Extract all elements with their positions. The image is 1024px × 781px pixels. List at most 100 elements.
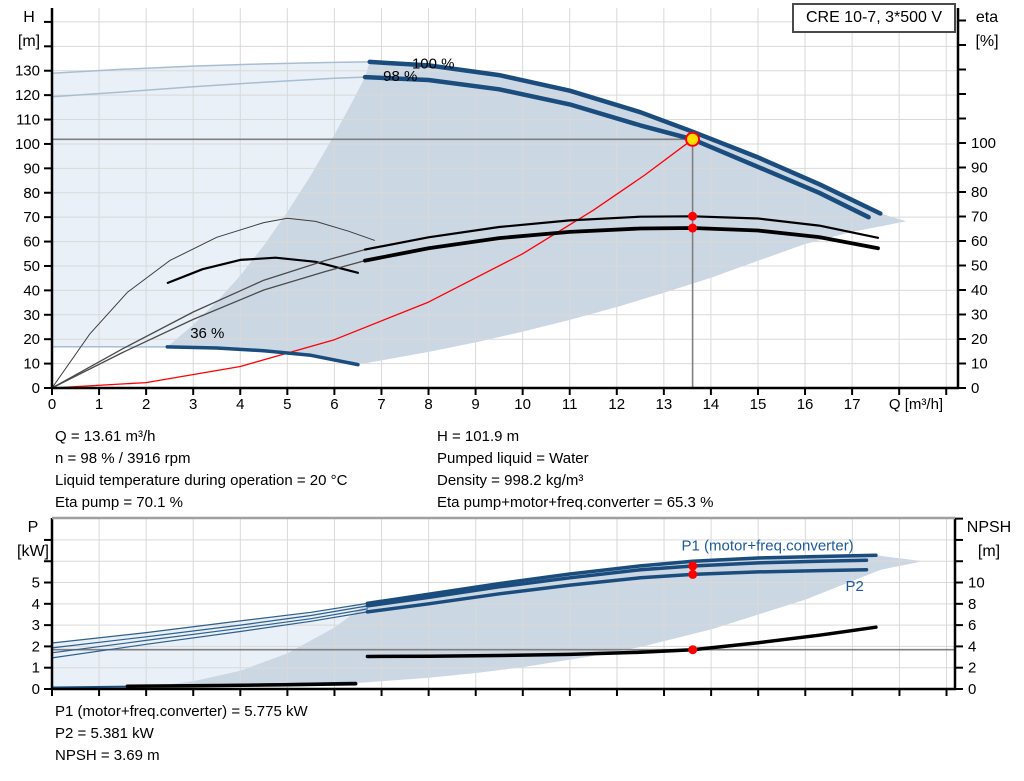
y-left-axis-unit: [m]	[18, 33, 40, 50]
tick-label: 40	[971, 282, 988, 299]
speed-100-curve-low	[51, 61, 371, 74]
info-line: P2 = 5.381 kW	[55, 725, 154, 742]
eta-pump-curve	[363, 215, 880, 251]
tick-label: 120	[15, 87, 40, 104]
tick-label: 2	[968, 660, 976, 677]
y-left-axis-unit: [kW]	[17, 543, 49, 560]
system-curve	[51, 138, 694, 389]
info-line: Pumped liquid = Water	[437, 450, 589, 467]
npsh-point	[688, 645, 698, 655]
tick-label: 10	[968, 575, 985, 592]
p1-point	[688, 561, 698, 571]
info-line: P1 (motor+freq.converter) = 5.775 kW	[55, 703, 308, 720]
tick-label: 0	[971, 380, 979, 397]
curve-label: 100 %	[412, 55, 455, 72]
tick-label: 14	[703, 396, 720, 413]
info-line: Q = 13.61 m³/h	[55, 428, 156, 445]
tick-label: 4	[32, 596, 40, 613]
pump-title-box: CRE 10-7, 3*500 V	[792, 3, 956, 33]
eta-pump-point	[688, 211, 698, 221]
tick-label: 5	[32, 575, 40, 592]
y-right-axis-unit: [%]	[975, 33, 998, 50]
tick-label: 0	[32, 681, 40, 698]
tick-label: 60	[23, 234, 40, 251]
power-npsh-chart: P1 (motor+freq.converter) P2 0 1 2 3 4 5 0 2 4 6 8 10…	[17, 516, 1011, 698]
tick-label: 1	[95, 396, 103, 413]
y-left-axis-title: P	[28, 519, 39, 536]
tick-label: 50	[971, 257, 988, 274]
tick-label: 80	[971, 184, 988, 201]
curve-label: P2	[846, 578, 864, 595]
tick-label: 70	[23, 209, 40, 226]
info-line: NPSH = 3.69 m	[55, 747, 160, 764]
tick-label: 80	[23, 185, 40, 202]
speed-98-curve-low	[51, 76, 366, 98]
tick-label: 0	[32, 380, 40, 397]
tick-label: 40	[23, 282, 40, 299]
tick-label: 70	[971, 208, 988, 225]
speed-100-curve	[367, 59, 883, 216]
p1-fan-3	[51, 608, 368, 654]
info-line: H = 101.9 m	[437, 428, 520, 445]
tick-label: 30	[23, 307, 40, 324]
npsh-36-curve	[125, 681, 358, 689]
info-line: Eta pump+motor+freq.converter = 65.3 %	[437, 494, 714, 511]
x-axis-label: Q [m³/h]	[889, 396, 943, 413]
tick-label: 1	[32, 660, 40, 677]
tick-label: 6	[330, 396, 338, 413]
p1-100-curve	[365, 553, 878, 606]
tick-label: 4	[968, 638, 976, 655]
tick-label: 90	[971, 159, 988, 176]
operating-range-fill	[167, 61, 907, 365]
tick-label: 130	[15, 63, 40, 80]
tick-label: 8	[968, 596, 976, 613]
tick-label: 50	[23, 258, 40, 275]
eta-partload-b	[51, 259, 366, 389]
tick-label: 9	[471, 396, 479, 413]
tick-label: 0	[968, 681, 976, 698]
y-right-axis-unit: [m]	[978, 543, 1000, 560]
power-info: P1 (motor+freq.converter) = 5.775 kW P2 =…	[55, 701, 308, 767]
duty-info-right: H = 101.9 m Pumped liquid = Water Density …	[437, 426, 713, 514]
p1-fan-4	[51, 611, 368, 659]
operating-point[interactable]	[685, 131, 701, 147]
p2-point	[688, 569, 698, 579]
y-right-axis-title: eta	[976, 9, 998, 26]
curve-label: 98 %	[383, 68, 417, 85]
speed-98-curve	[362, 74, 871, 220]
power-operating-range-fill	[165, 555, 923, 685]
tick-label: 10	[23, 356, 40, 373]
tick-label: 15	[750, 396, 767, 413]
speed-36-curve	[165, 345, 360, 367]
tick-label: 20	[971, 331, 988, 348]
tick-label: 100	[15, 136, 40, 153]
pump-title: CRE 10-7, 3*500 V	[805, 9, 943, 26]
tick-label: 110	[16, 112, 40, 129]
tick-label: 12	[608, 396, 625, 413]
duty-info-left: Q = 13.61 m³/h n = 98 % / 3916 rpm Liquid …	[55, 426, 347, 514]
tick-label: 20	[23, 331, 40, 348]
eta-36-arc	[166, 256, 359, 284]
tick-label: 8	[424, 396, 432, 413]
tick-label: 3	[32, 617, 40, 634]
info-line: n = 98 % / 3916 rpm	[55, 450, 191, 467]
eta-total-point	[688, 223, 698, 233]
p1-98-curve	[365, 558, 869, 608]
tick-label: 11	[562, 396, 578, 413]
qh-eta-chart: 100 %98 %36 %0 1 2 3 4 5 6 7 8 9 10 11 12 13 14 15 16 17 Q…	[15, 8, 999, 413]
p2-98-curve	[365, 567, 869, 614]
tick-label: 5	[283, 396, 291, 413]
p1-fan-2	[51, 605, 368, 649]
info-line: Density = 998.2 kg/m³	[437, 472, 584, 489]
tick-label: 2	[142, 396, 150, 413]
tick-label: 6	[968, 617, 976, 634]
y-left-axis-title: H	[23, 9, 35, 26]
tick-label: 30	[971, 306, 988, 323]
tick-label: 13	[656, 396, 673, 413]
p1-fan-1	[51, 602, 368, 644]
info-line: Eta pump = 70.1 %	[55, 494, 183, 511]
tick-label: 4	[236, 396, 244, 413]
tick-label: 100	[971, 135, 996, 152]
tick-label: 10	[971, 355, 988, 372]
